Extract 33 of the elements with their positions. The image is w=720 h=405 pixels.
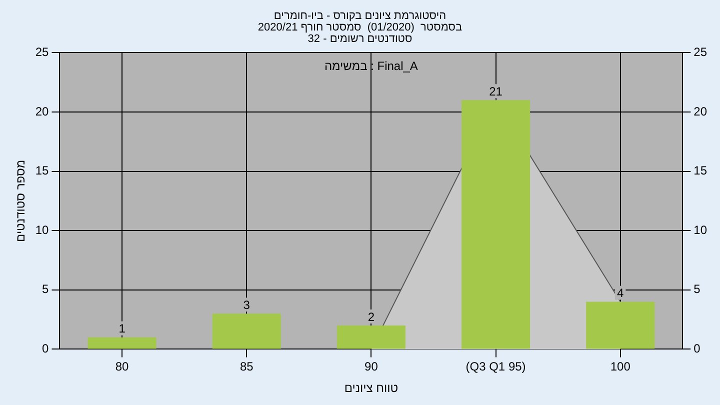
data-label: 1 xyxy=(118,322,126,336)
y2-tick-label: 0 xyxy=(694,342,701,356)
bar xyxy=(88,337,156,349)
y-axis-title: מספר סטודנטים xyxy=(14,160,28,242)
x-axis-title: טווח ציונים xyxy=(344,381,398,396)
bar xyxy=(462,100,530,349)
y-tick-label: 15 xyxy=(35,164,50,178)
y-tick-label: 0 xyxy=(42,342,50,356)
text: סטודנטים רשומים - 32 xyxy=(308,32,412,45)
x-tick-label: 90 xyxy=(364,360,378,374)
y-tick-label: 20 xyxy=(35,104,50,118)
y2-tick-label: 5 xyxy=(694,282,701,296)
y-tick-label: 10 xyxy=(35,222,50,237)
data-label: 4 xyxy=(617,286,624,300)
data-label: 2 xyxy=(368,310,375,324)
y2-tick-label: 25 xyxy=(694,44,708,59)
annotation: במשימה : Final_A xyxy=(324,58,418,73)
x-tick-label: 85 xyxy=(240,360,254,374)
bar xyxy=(212,314,281,349)
y-tick-label: 25 xyxy=(35,44,50,59)
bar xyxy=(336,325,406,349)
data-label: 21 xyxy=(489,84,503,98)
text: בסמסטר (01/2020) סמסטר חורף 2020/21 xyxy=(258,21,462,34)
x-tick-label: 80 xyxy=(115,360,130,374)
x-tick-label: 100 xyxy=(610,360,631,374)
x-tick-label: (Q3 Q1 95) xyxy=(466,360,526,374)
data-label: 3 xyxy=(243,298,250,312)
y2-tick-label: 20 xyxy=(694,104,708,118)
bar xyxy=(586,302,655,349)
y2-tick-label: 10 xyxy=(694,222,708,237)
y-tick-label: 5 xyxy=(42,282,50,296)
text: היסטוגרמת ציונים בקורס - ביו-חומרים xyxy=(274,10,446,22)
y2-tick-label: 15 xyxy=(694,164,708,178)
